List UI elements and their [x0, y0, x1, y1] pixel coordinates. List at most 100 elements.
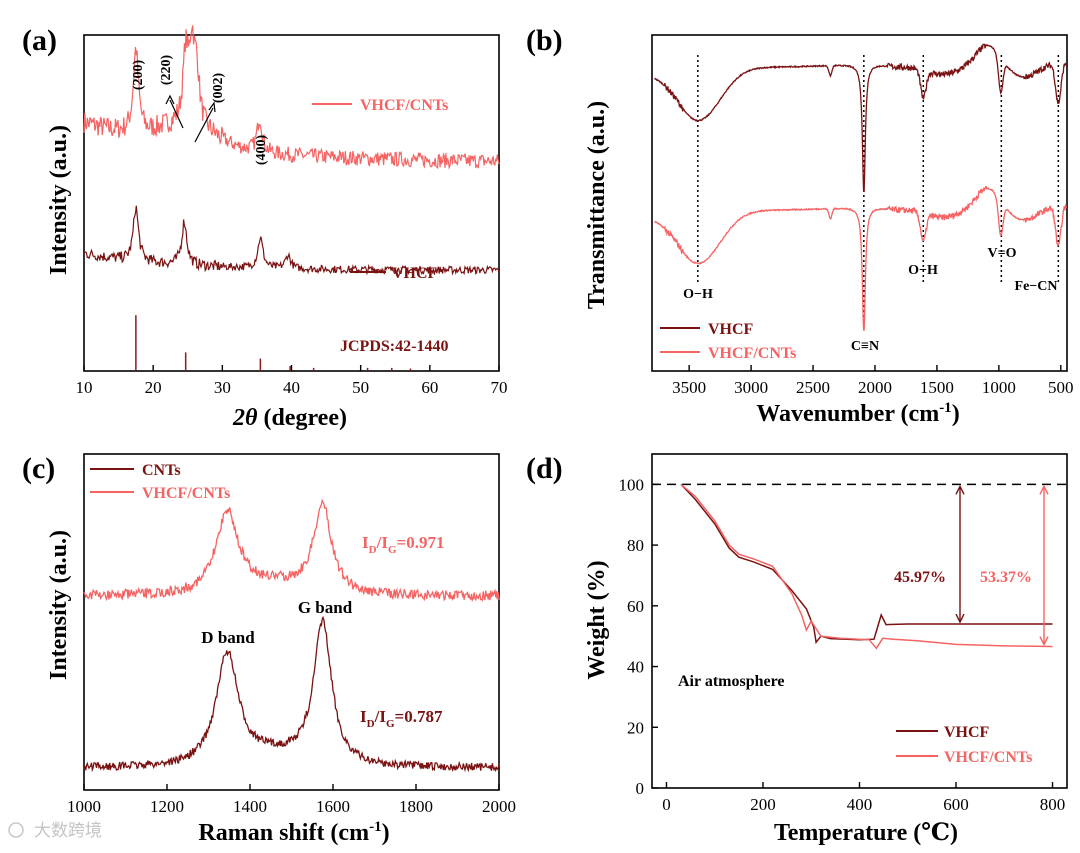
- arrow-002: [194, 107, 214, 143]
- watermark-text: 大数跨境: [34, 821, 102, 841]
- legend-a-vhcfcnts: VHCF/CNTs: [360, 97, 448, 114]
- x-tick-label: 3500: [672, 378, 706, 397]
- series-line-vhcf-cnts: [83, 498, 500, 602]
- panel-a-ylabel: Intensity (a.u.): [46, 125, 72, 275]
- x-tick-label: 500: [1048, 378, 1074, 397]
- loss-label-vhcf: 45.97%: [894, 569, 946, 586]
- panel-b: (b) 3500 3000 2500 2000 1500 1000 500 Wavenumb…: [526, 24, 1074, 427]
- loss-label-vhcfcnts: 53.37%: [980, 569, 1032, 586]
- x-tick-label: 1600: [316, 797, 350, 816]
- panel-d-xticks: 0 200 400 600 800: [662, 782, 1065, 814]
- arrow-220-head: [165, 94, 175, 105]
- x-tick-label: 2500: [796, 378, 830, 397]
- x-tick-label: 10: [76, 378, 93, 397]
- x-tick-label: 200: [750, 795, 776, 814]
- arrow-220: [169, 99, 184, 129]
- air-atmosphere-label: Air atmosphere: [678, 673, 785, 690]
- g-band-label: G band: [298, 598, 353, 617]
- panel-c-frame: [83, 453, 500, 791]
- x-tick-label: 50: [352, 378, 369, 397]
- x-tick-label: 40: [283, 378, 300, 397]
- band-label-cn: C≡N: [851, 339, 879, 354]
- y-tick-label: 80: [627, 536, 644, 555]
- legend-a-jcpds: JCPDS:42-1440: [340, 338, 448, 355]
- series-line-vhcf-cnts: [680, 483, 1053, 650]
- legend-c-vhcfcnts: VHCF/CNTs: [142, 485, 230, 502]
- ratio-label-vhcfcnts: ID/IG=0.971: [362, 533, 444, 556]
- panel-a-plot: [83, 25, 500, 276]
- peak-label-220: (220): [159, 55, 174, 86]
- panel-a: (a) 10 20 30 40 50 60 70 2θ (degree) Intensity…: [22, 24, 508, 431]
- panel-b-band-markers: [697, 55, 1060, 330]
- y-tick-label: 100: [619, 475, 645, 494]
- panel-d-label: (d): [526, 452, 563, 485]
- x-tick-label: 1500: [920, 378, 954, 397]
- loss-arrow-vhcfcnts-head-top: [1039, 484, 1049, 495]
- panel-d-xlabel: Temperature (℃): [774, 820, 958, 846]
- panel-a-frame: [83, 34, 500, 372]
- x-tick-label: 800: [1040, 795, 1066, 814]
- panel-c: (c) 1000 1200 1400 1600 1800 2000 Raman shift…: [22, 452, 516, 846]
- y-tick-label: 20: [627, 718, 644, 737]
- panel-c-xticks: 1000 1200 1400 1600 1800 2000: [67, 784, 516, 816]
- panel-d-yticks: 0 20 40 60 80 100: [619, 475, 658, 798]
- panel-d-frame: [651, 453, 1068, 789]
- panel-c-xlabel: Raman shift (cm-1): [198, 819, 389, 846]
- peak-label-400: (400): [254, 135, 269, 166]
- panel-c-ylabel: Intensity (a.u.): [46, 530, 72, 680]
- band-label-vo: V=O: [988, 246, 1017, 261]
- series-line-vhcf-cnts: [653, 185, 1067, 331]
- y-tick-label: 40: [627, 658, 644, 677]
- band-label-oh-2: O−H: [908, 263, 938, 278]
- panel-d: (d) 0 200 400 600 800 0 20 40 60 80 100 Temperatu…: [526, 452, 1068, 846]
- x-tick-label: 1000: [982, 378, 1016, 397]
- x-tick-label: 0: [662, 795, 671, 814]
- panel-b-xlabel: Wavenumber (cm-1): [756, 400, 959, 427]
- panel-b-label: (b): [526, 24, 563, 57]
- panel-c-label: (c): [22, 452, 55, 485]
- y-tick-label: 60: [627, 597, 644, 616]
- peak-label-200: (200): [131, 60, 146, 91]
- legend-b-vhcf: VHCF: [708, 321, 754, 338]
- panel-b-plot: [653, 43, 1067, 331]
- x-tick-label: 1000: [67, 797, 101, 816]
- series-line-vhcf: [83, 205, 500, 276]
- panel-b-frame: [651, 34, 1068, 372]
- y-tick-label: 0: [636, 779, 645, 798]
- ratio-label-cnts: ID/IG=0.787: [360, 707, 443, 730]
- panel-b-xticks: 3500 3000 2500 2000 1500 1000 500: [672, 365, 1074, 397]
- panel-a-xticks: 10 20 30 40 50 60 70: [76, 365, 508, 397]
- x-tick-label: 20: [145, 378, 162, 397]
- legend-c-cnts: CNTs: [142, 462, 181, 479]
- peak-arrows: [165, 94, 216, 143]
- x-tick-label: 2000: [482, 797, 516, 816]
- x-tick-label: 1200: [150, 797, 184, 816]
- panel-d-ylabel: Weight (%): [584, 560, 610, 679]
- band-label-fecn: Fe−CN: [1015, 279, 1058, 294]
- legend-b-vhcfcnts: VHCF/CNTs: [708, 345, 796, 362]
- x-tick-label: 30: [214, 378, 231, 397]
- panel-a-label: (a): [22, 24, 57, 57]
- x-tick-label: 600: [943, 795, 969, 814]
- x-tick-label: 1400: [233, 797, 267, 816]
- series-line-cnts: [83, 615, 500, 773]
- x-tick-label: 2000: [858, 378, 892, 397]
- series-line-vhcf-cnts: [83, 25, 500, 170]
- d-band-label: D band: [201, 628, 255, 647]
- panel-b-ylabel: Transmittance (a.u.): [584, 101, 610, 309]
- loss-arrow-vhcf-head-bottom: [955, 613, 965, 624]
- legend-d-vhcf: VHCF: [944, 724, 990, 741]
- panel-c-plot: [83, 498, 500, 773]
- arrow-002-head: [208, 101, 216, 113]
- x-tick-label: 60: [421, 378, 438, 397]
- legend-d-vhcfcnts: VHCF/CNTs: [944, 749, 1032, 766]
- loss-arrow-vhcf-head-top: [955, 484, 965, 495]
- watermark-logo-icon: [8, 822, 24, 838]
- x-tick-label: 1800: [399, 797, 433, 816]
- watermark: 大数跨境: [8, 821, 102, 841]
- band-label-oh-1: O−H: [683, 287, 713, 302]
- panel-a-reference-lines: [135, 315, 412, 371]
- panel-d-plot: [652, 483, 1067, 650]
- x-tick-label: 400: [847, 795, 873, 814]
